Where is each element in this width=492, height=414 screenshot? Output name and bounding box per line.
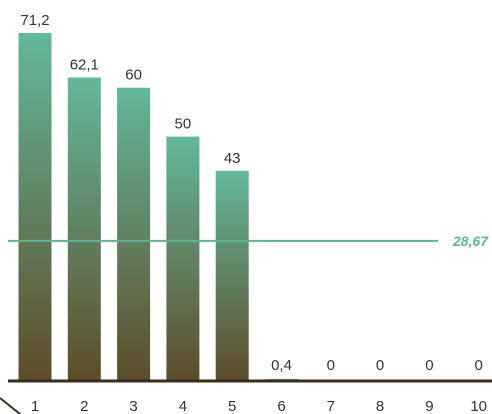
bar-value-label-8: 0 — [376, 357, 384, 374]
bar-1 — [18, 33, 52, 381]
x-tick-label-4: 4 — [179, 398, 187, 414]
x-tick-label-1: 1 — [31, 398, 39, 414]
x-tick-label-7: 7 — [327, 398, 335, 414]
x-tick-label-10: 10 — [470, 398, 487, 414]
x-tick-label-2: 2 — [80, 398, 88, 414]
x-tick-label-6: 6 — [277, 398, 285, 414]
bar-value-label-3: 60 — [125, 67, 142, 84]
average-label: 28,67 — [452, 233, 489, 249]
bar-4 — [166, 136, 200, 381]
x-tick-label-9: 9 — [425, 398, 433, 414]
bar-value-label-10: 0 — [475, 357, 483, 374]
x-tick-label-5: 5 — [228, 398, 236, 414]
x-tick-label-8: 8 — [376, 398, 384, 414]
bar-value-label-7: 0 — [327, 357, 335, 374]
bar-value-label-9: 0 — [425, 357, 433, 374]
bar-3 — [117, 87, 151, 381]
bar-value-label-5: 43 — [224, 150, 241, 167]
axis-corner-tick — [0, 397, 21, 414]
bar-5 — [215, 170, 249, 381]
ticks-layer: 1 2 3 4 5 6 7 8 9 10 — [31, 398, 487, 414]
bar-value-label-6: 0,4 — [271, 357, 292, 374]
bar-2 — [67, 77, 101, 381]
bar-value-label-1: 71,2 — [20, 12, 49, 29]
x-tick-label-3: 3 — [129, 398, 137, 414]
bar-value-label-2: 62,1 — [70, 57, 99, 74]
bars-layer: 71,2 62,1 60 50 43 0,4 0 0 0 0 — [18, 12, 483, 381]
bar-value-label-4: 50 — [175, 116, 192, 133]
